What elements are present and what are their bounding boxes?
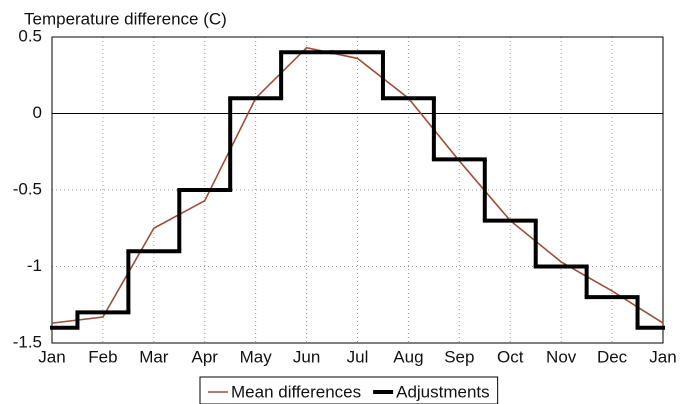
y-tick-label: -0.5 bbox=[13, 179, 42, 198]
x-tick-label: Dec bbox=[597, 347, 628, 366]
y-tick-label: -1 bbox=[27, 256, 42, 275]
x-tick-label: May bbox=[240, 347, 273, 366]
x-tick-label: Jan bbox=[38, 347, 65, 366]
data-line bbox=[51, 46, 664, 324]
x-tick-label: Jul bbox=[347, 347, 369, 366]
x-tick-label: Feb bbox=[88, 347, 117, 366]
x-tick-label: Sep bbox=[444, 347, 474, 366]
legend: Mean differences Adjustments bbox=[199, 376, 499, 404]
y-axis-label: Temperature difference (C) bbox=[24, 9, 227, 28]
x-tick-label: Oct bbox=[497, 347, 524, 366]
y-tick-label: 0 bbox=[33, 103, 42, 122]
x-tick-label: Jan bbox=[649, 347, 676, 366]
legend-box bbox=[199, 376, 499, 404]
x-tick-label: Jun bbox=[293, 347, 320, 366]
x-tick-label: Nov bbox=[546, 347, 577, 366]
y-tick-label: -1.5 bbox=[13, 332, 42, 351]
x-tick-label: Apr bbox=[192, 347, 219, 366]
y-tick-label: 0.5 bbox=[18, 26, 42, 45]
x-tick-label: Aug bbox=[393, 347, 423, 366]
legend-label: Adjustments bbox=[396, 382, 490, 401]
x-tick-label: Mar bbox=[139, 347, 169, 366]
legend-label: Mean differences bbox=[231, 382, 361, 401]
plot-frame bbox=[51, 36, 664, 344]
